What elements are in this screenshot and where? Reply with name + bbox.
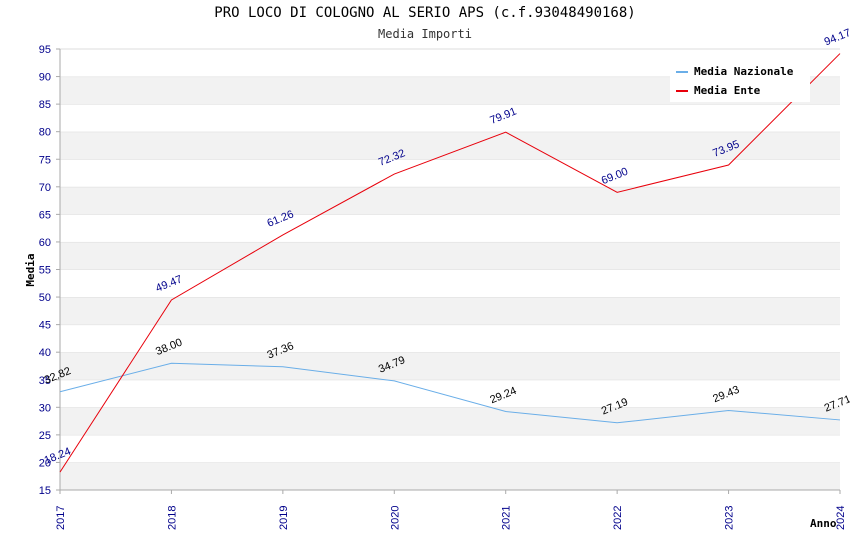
x-axis-ticks: 2017 2018 2019 2020 2021 2022 2023 2024 [55,490,847,530]
y-tick-label: 95 [39,44,51,56]
legend: Media Nazionale Media Ente [670,60,810,102]
x-tick-label: 2017 [55,506,67,530]
grid-band [60,352,840,380]
series-lines [59,53,841,473]
y-tick-label: 70 [39,182,51,194]
x-tick-label: 2021 [501,506,513,530]
chart-title: PRO LOCO DI COLOGNO AL SERIO APS (c.f.93… [214,5,636,21]
x-tick-label: 2018 [166,506,178,530]
grid-band [60,104,840,132]
series-line-media-nazionale [59,362,841,424]
grid-band [60,434,840,463]
y-tick-label: 30 [39,402,51,414]
y-tick-label: 75 [39,154,51,166]
y-tick-label: 85 [39,99,51,111]
grid-band [60,186,840,215]
y-tick-label: 15 [39,485,51,497]
chart-subtitle: Media Importi [378,27,472,41]
legend-box [670,60,810,102]
series-line-media-ente [59,53,841,473]
grid-band [60,407,840,435]
grid-band [60,241,840,270]
legend-label: Media Ente [694,84,761,97]
grid-band [60,297,840,325]
grid-band [60,214,840,242]
x-tick-label: 2020 [389,506,401,530]
y-axis-ticks: 15 20 25 30 35 40 45 50 55 60 65 70 75 80 85 90 95 [39,44,60,497]
grid-band [60,462,840,490]
data-label: 94.17 [823,27,850,48]
y-tick-label: 25 [39,430,51,442]
y-tick-label: 40 [39,347,51,359]
y-tick-label: 35 [39,375,51,387]
y-tick-label: 50 [39,292,51,304]
grid-band [60,131,840,160]
y-tick-label: 80 [39,127,51,139]
y-tick-label: 45 [39,320,51,332]
y-tick-label: 60 [39,237,51,249]
x-axis-label: Anno [810,517,837,530]
grid-bands [60,48,840,490]
y-tick-label: 55 [39,265,51,277]
x-tick-label: 2024 [835,506,847,530]
y-tick-label: 90 [39,72,51,84]
y-axis-label: Media [24,253,37,286]
y-tick-label: 65 [39,209,51,221]
grid-band [60,159,840,187]
grid-band [60,324,840,353]
y-tick-label: 20 [39,457,51,469]
x-tick-label: 2019 [278,506,290,530]
axes [59,49,840,491]
x-tick-label: 2023 [724,506,736,530]
grid-band [60,379,840,408]
x-tick-label: 2022 [612,506,624,530]
grid-band [60,269,840,298]
legend-label: Media Nazionale [694,65,794,78]
